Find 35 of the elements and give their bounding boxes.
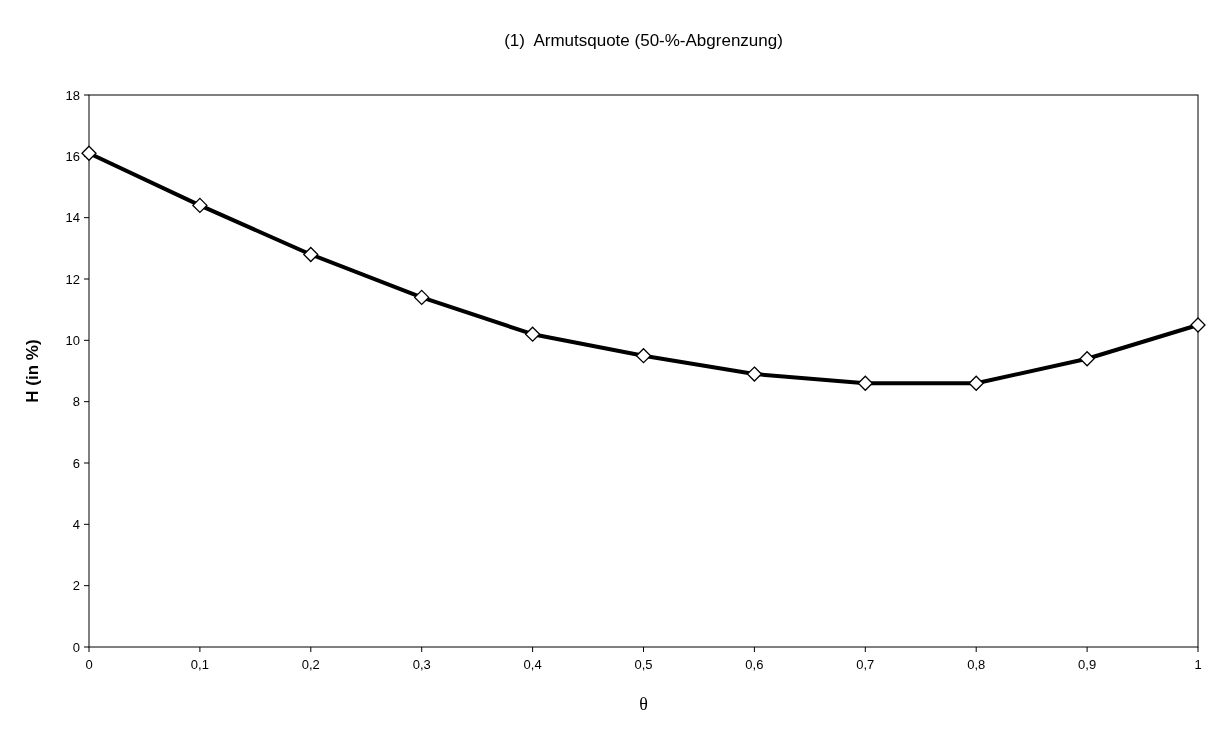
y-tick-label: 10 — [65, 332, 80, 348]
point — [414, 289, 430, 306]
point — [1190, 317, 1206, 333]
x-tick-label: 0,7 — [856, 657, 875, 672]
point — [635, 348, 652, 364]
y-axis-title: H (in %) — [23, 339, 42, 403]
y-tick-label: 0 — [72, 639, 80, 655]
point — [303, 246, 319, 263]
x-tick-label: 1 — [1194, 657, 1202, 672]
point — [1079, 351, 1095, 367]
x-tick-label: 0,4 — [523, 657, 542, 672]
y-tick-label: 18 — [65, 87, 80, 103]
point — [524, 326, 541, 342]
x-axis-title: θ — [639, 694, 648, 714]
point — [857, 375, 873, 391]
y-tick-label: 6 — [72, 455, 80, 471]
point — [746, 366, 763, 382]
y-tick-label: 4 — [72, 516, 80, 532]
point — [81, 145, 97, 161]
y-tick-label: 14 — [65, 210, 80, 226]
x-tick-label: 0,1 — [190, 657, 209, 672]
y-tick-label: 12 — [65, 271, 80, 287]
x-tick-label: 0,2 — [301, 657, 320, 672]
point — [968, 375, 984, 391]
x-tick-label: 0,6 — [745, 657, 764, 672]
x-tick-label: 0 — [85, 657, 93, 672]
y-tick-label: 8 — [72, 394, 80, 410]
y-tick-label: 2 — [72, 578, 80, 594]
point — [192, 197, 208, 214]
y-tick-label: 16 — [65, 148, 80, 164]
x-tick-label: 0,9 — [1078, 657, 1097, 672]
x-tick-label: 0,5 — [634, 657, 653, 672]
x-tick-label: 0,8 — [967, 657, 986, 672]
chart-title: (1) Armutsquote (50-%-Abgrenzung) — [504, 31, 783, 50]
x-tick-label: 0,3 — [412, 657, 431, 672]
